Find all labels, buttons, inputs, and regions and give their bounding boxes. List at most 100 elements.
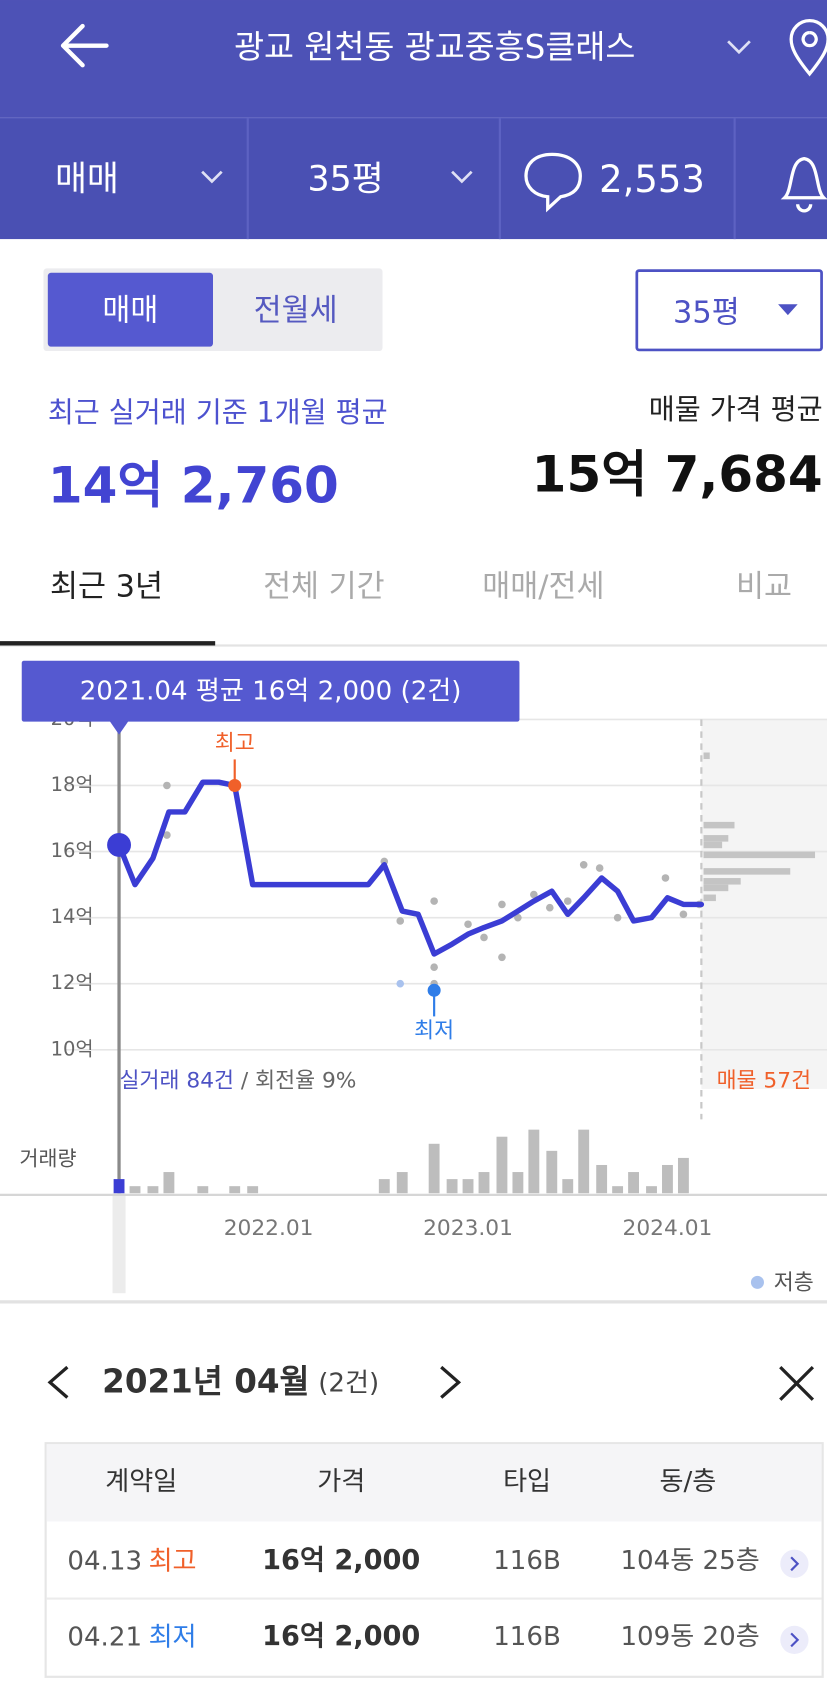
recent-label: 최근 실거래 기준 1개월 평균 <box>48 396 388 429</box>
bell-icon[interactable] <box>780 157 827 213</box>
table-header-cell: 계약일 <box>105 1467 177 1497</box>
volume-bar <box>628 1172 639 1194</box>
listing-area <box>701 719 827 1089</box>
high-marker <box>228 778 242 793</box>
transaction-dot <box>579 860 588 869</box>
trade-filter[interactable]: 매매 <box>55 159 119 199</box>
volume-bar <box>562 1179 574 1194</box>
comment-count[interactable]: 2,553 <box>599 158 705 201</box>
volume-bar <box>247 1186 259 1194</box>
transaction-dot <box>430 897 438 905</box>
date: 04.13 <box>67 1546 142 1576</box>
size-select-label[interactable]: 35평 <box>673 296 740 331</box>
volume-bar <box>528 1129 540 1194</box>
low-label: 최저 <box>414 1019 454 1044</box>
next-month[interactable] <box>440 1365 462 1399</box>
volume-bar <box>428 1143 440 1194</box>
volume-bar <box>478 1172 490 1194</box>
comment-icon[interactable] <box>524 152 582 213</box>
y-tick-label: 12억 <box>51 971 94 994</box>
volume-bar <box>462 1179 474 1194</box>
row-more[interactable] <box>780 1625 809 1655</box>
volume-bar <box>612 1186 624 1194</box>
transaction-dot <box>163 781 171 790</box>
toggle-active[interactable] <box>47 272 213 347</box>
transaction-dot <box>464 920 472 929</box>
table-cell: 116B <box>493 1622 561 1652</box>
toggle-option[interactable]: 매매 <box>102 293 158 328</box>
transaction-dot <box>480 933 488 942</box>
volume-label: 거래량 <box>20 1147 77 1171</box>
detail-month: 2021년 04월 (2건) <box>102 1362 379 1400</box>
table-header-cell: 가격 <box>317 1467 365 1497</box>
badge: 최고 <box>149 1546 197 1576</box>
volume-bar <box>578 1129 590 1194</box>
table-header-cell: 동/층 <box>660 1467 717 1497</box>
transaction-dot <box>430 963 438 971</box>
row-more[interactable] <box>780 1549 809 1578</box>
table-cell: 16억 2,000 <box>262 1621 420 1652</box>
size-filter[interactable]: 35평 <box>307 159 383 199</box>
transaction-dot <box>545 903 554 912</box>
count: (2건) <box>318 1368 379 1398</box>
filter-bar <box>0 117 827 240</box>
y-tick-label: 10억 <box>51 1037 94 1060</box>
listing-bar <box>703 841 723 849</box>
listing-bar <box>703 851 816 859</box>
tab[interactable]: 비교 <box>736 569 792 604</box>
price-chart: 10억12억14억16억18억20억최고최저실거래 84건 / 회전율 9%매물… <box>0 660 827 1295</box>
volume-bar <box>496 1136 508 1194</box>
page-title: 광교 원천동 광교중흥S클래스 <box>234 28 635 66</box>
volume-bar <box>596 1164 608 1194</box>
transaction-dot <box>679 910 688 919</box>
table-header-cell: 타입 <box>503 1467 551 1497</box>
volume-bar <box>512 1172 524 1194</box>
tab[interactable]: 매매/전세 <box>482 569 604 604</box>
selected-band <box>112 1193 126 1294</box>
listing-count: 매물 57건 <box>717 1068 811 1093</box>
tooltip-pointer <box>109 720 129 735</box>
transaction-dot <box>530 890 538 899</box>
date: 04.21 <box>67 1622 142 1652</box>
volume-bar <box>229 1186 241 1194</box>
volume-bar <box>147 1186 159 1194</box>
close-button[interactable] <box>779 1365 815 1401</box>
tooltip-text: 2021.04 평균 16억 2,000 (2건) <box>80 677 462 707</box>
x-tick-label: 2022.01 <box>224 1216 314 1241</box>
prev-month[interactable] <box>47 1365 69 1399</box>
badge: 최저 <box>149 1622 197 1652</box>
volume-bar <box>396 1172 408 1194</box>
transaction-dot <box>396 917 405 925</box>
tab-active[interactable]: 최근 3년 <box>50 569 163 604</box>
transaction-dot <box>613 913 622 922</box>
volume-bar <box>163 1172 175 1194</box>
listing-label: 매물 가격 평균 <box>649 393 823 426</box>
select-arrow <box>778 304 798 316</box>
back-button[interactable] <box>60 23 109 68</box>
volume-bar <box>197 1186 209 1194</box>
legend-swatch <box>750 1275 764 1289</box>
table-cell: 04.21 최저 <box>67 1622 196 1652</box>
tab[interactable]: 전체 기간 <box>263 569 385 604</box>
high-label: 최고 <box>215 731 255 756</box>
turnover-rate: / 회전율 9% <box>234 1068 356 1093</box>
selected-point <box>107 833 132 857</box>
volume-bar <box>646 1186 657 1194</box>
listing-bar <box>703 884 729 892</box>
listing-bar <box>703 821 735 829</box>
volume-bar <box>446 1179 458 1194</box>
listing-bar <box>703 878 741 885</box>
y-tick-label: 18억 <box>51 773 94 796</box>
transaction-dot <box>498 953 506 962</box>
listing-bar <box>703 894 716 902</box>
transaction-dot <box>163 831 171 839</box>
size-select[interactable] <box>635 269 823 352</box>
toggle-option[interactable]: 전월세 <box>254 293 338 328</box>
transaction-dot <box>498 900 506 909</box>
x-tick-label: 2024.01 <box>623 1216 713 1241</box>
title-dropdown[interactable] <box>727 40 751 55</box>
transaction-dot <box>514 913 522 922</box>
table-cell: 104동 25층 <box>620 1546 759 1576</box>
